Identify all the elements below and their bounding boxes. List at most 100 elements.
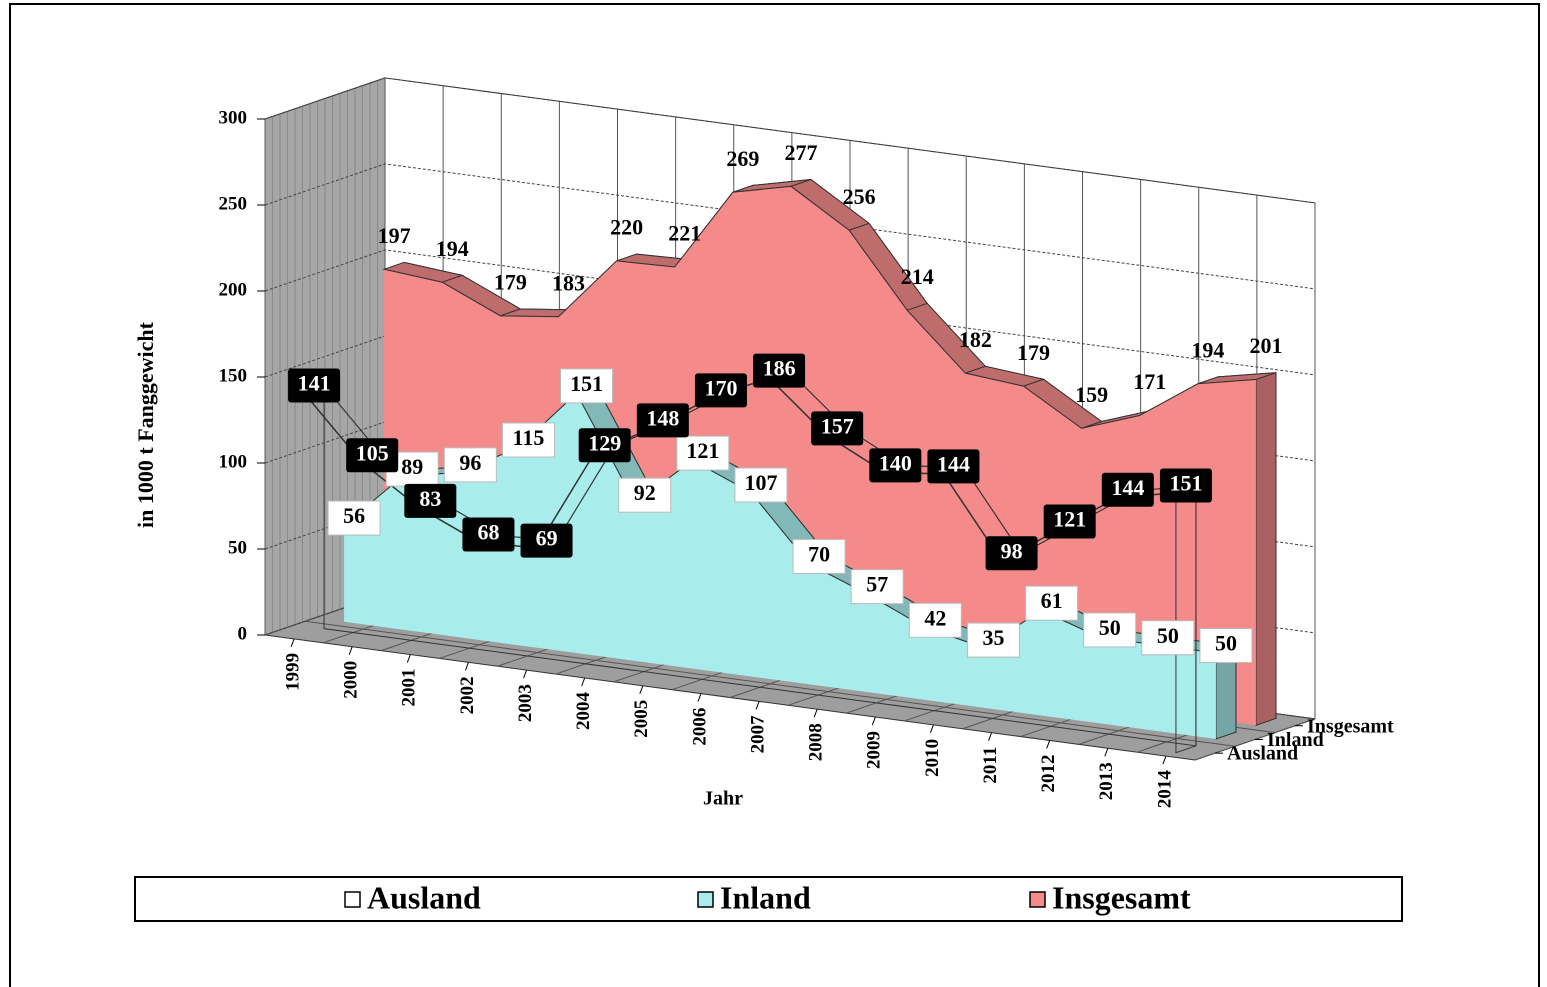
y-tick-label: 50: [228, 537, 247, 558]
x-tick: [871, 716, 876, 726]
data-label: 144: [1111, 475, 1144, 500]
data-label: 221: [668, 221, 701, 246]
data-label: 220: [610, 215, 643, 240]
data-label: 171: [1133, 369, 1166, 394]
data-label: 70: [808, 542, 830, 567]
x-tick: [813, 709, 818, 718]
label-box: [908, 602, 962, 638]
label-box: [288, 368, 341, 403]
label-box: [346, 438, 399, 473]
x-tick-label: 1999: [282, 653, 303, 691]
data-label: 197: [378, 223, 411, 248]
data-label: 214: [901, 264, 934, 289]
floor-grid: [304, 620, 1236, 747]
label-box: [966, 622, 1020, 658]
legend-swatch: [344, 891, 361, 908]
x-tick-label: 2002: [457, 676, 478, 714]
label-box: [985, 536, 1038, 571]
data-label: 151: [1169, 471, 1202, 496]
data-label: 159: [1075, 382, 1108, 407]
label-box: [1101, 472, 1154, 507]
data-label: 140: [879, 450, 912, 475]
data-label: 179: [494, 269, 527, 294]
y-axis-label: in 1000 t Fanggewicht: [133, 321, 158, 528]
x-tick: [464, 662, 469, 671]
x-tick-label: 2011: [980, 747, 1001, 784]
x-tick: [290, 638, 295, 648]
x-tick-label: 2012: [1038, 754, 1059, 792]
x-tick: [406, 654, 411, 663]
data-label: 35: [982, 625, 1004, 650]
data-label: 69: [536, 526, 558, 551]
label-box: [676, 435, 730, 471]
data-label: 50: [1215, 631, 1237, 656]
area-line: [383, 185, 1256, 429]
label-box: [734, 467, 788, 503]
x-tick-label: 2000: [341, 661, 362, 699]
data-label: 92: [634, 480, 656, 505]
data-label: 148: [646, 405, 679, 430]
x-tick: [581, 677, 586, 687]
x-tick: [1162, 755, 1167, 765]
data-label: 121: [1053, 507, 1086, 532]
label-box: [1141, 620, 1195, 656]
depth-label: Ausland: [1227, 743, 1298, 765]
data-label: 182: [959, 327, 992, 352]
legend-swatch: [1029, 891, 1046, 908]
data-label: 194: [436, 236, 469, 261]
data-label: 256: [843, 184, 876, 209]
grid-line: [264, 77, 1316, 204]
y-tick-label: 200: [219, 279, 248, 300]
data-label: 269: [726, 146, 759, 171]
data-label: 83: [419, 486, 441, 511]
x-tick-label: 2006: [689, 708, 710, 746]
label-box: [792, 538, 846, 574]
x-tick-label: 2009: [864, 731, 885, 769]
legend: [134, 876, 1403, 922]
y-tick-label: 300: [219, 107, 248, 128]
grid-line: [264, 163, 1316, 290]
data-label: 186: [763, 356, 796, 381]
data-label: 141: [298, 371, 331, 396]
y-tick-label: 150: [219, 365, 248, 386]
x-tick: [348, 646, 353, 655]
y-tick-label: 100: [219, 451, 248, 472]
data-label: 179: [1017, 340, 1050, 365]
label-box: [560, 368, 614, 404]
label-box: [753, 353, 806, 388]
x-tick-label: 2008: [806, 723, 827, 761]
data-label: 68: [477, 520, 499, 545]
data-label: 170: [704, 375, 737, 400]
y-tick-label: 250: [219, 193, 248, 214]
data-label: 42: [924, 605, 946, 630]
label-box: [578, 428, 631, 463]
label-box: [927, 449, 980, 484]
label-box: [520, 523, 573, 558]
data-label: 96: [459, 450, 481, 475]
label-box: [327, 500, 381, 536]
x-tick-label: 2001: [399, 669, 420, 707]
grid-line: [264, 249, 1316, 376]
label-box: [869, 448, 922, 483]
data-label: 105: [356, 440, 389, 465]
label-box: [1199, 628, 1253, 664]
data-label: 61: [1041, 588, 1063, 613]
legend-label: Inland: [720, 879, 811, 915]
x-tick-label: 2007: [747, 715, 768, 754]
x-tick-label: 2010: [922, 739, 943, 777]
label-box: [636, 403, 689, 438]
data-label: 98: [1001, 538, 1023, 563]
label-box: [404, 483, 457, 518]
x-tick: [639, 685, 644, 694]
x-tick-label: 2003: [515, 684, 536, 722]
frame: [9, 3, 1540, 987]
area-side: [1255, 371, 1277, 726]
label-box: [850, 569, 904, 605]
x-tick-label: 2014: [1154, 770, 1175, 809]
label-box: [1025, 585, 1079, 621]
label-box: [462, 517, 515, 552]
legend-swatch: [697, 891, 714, 908]
data-label: 183: [552, 270, 585, 295]
x-tick: [929, 724, 934, 734]
